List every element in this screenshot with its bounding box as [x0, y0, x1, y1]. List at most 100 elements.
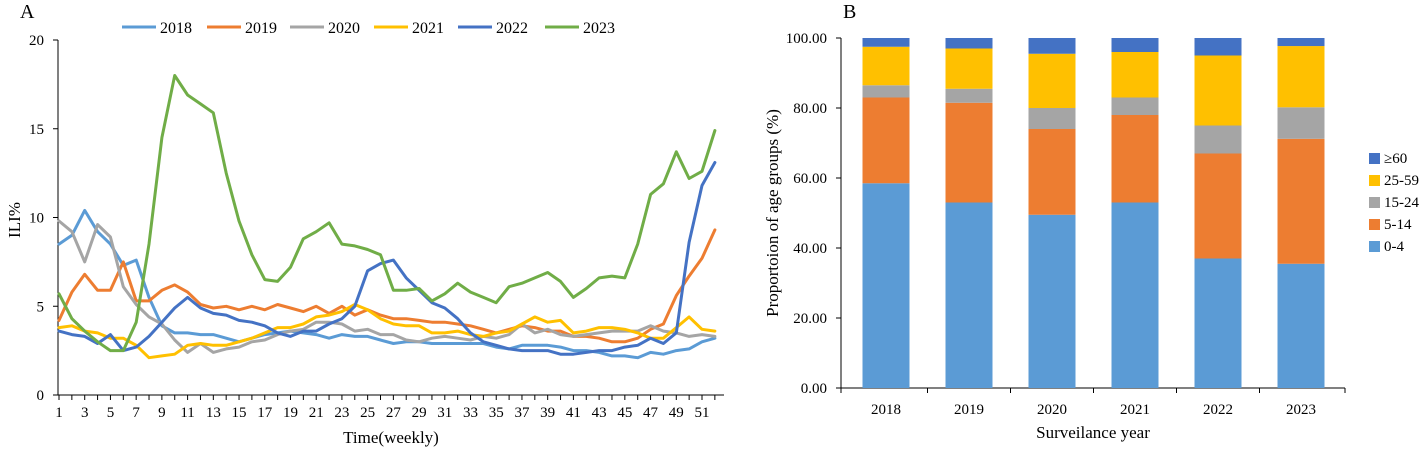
panel-a-x-tick-label: 3	[81, 405, 89, 421]
panel-a-x-tick-label: 9	[158, 405, 166, 421]
series-line-2021	[57, 303, 717, 360]
bar-segment-2018-15-24	[862, 85, 910, 98]
legend-swatch-15-24	[1369, 197, 1380, 208]
bar-segment-2018-25-59	[862, 46, 910, 86]
panel-b-axes	[840, 38, 1345, 389]
bar-segment-2023-0-4	[1277, 263, 1325, 388]
legend-label-2023: 2023	[583, 20, 615, 37]
panel-a-x-ticks: 1 3 5 7 9 11 13 15 17 19 21 23 25 27 29 31 33 35 37 39 41 43 4…	[55, 395, 716, 421]
bar-segment-2023-≥60	[1277, 38, 1325, 47]
bar-segment-2018-≥60	[862, 38, 910, 47]
panel-a-x-tick-label: 15	[232, 405, 247, 421]
bar-segment-2023-15-24	[1277, 107, 1325, 139]
panel-b-y-axis-label: Proportoion of age groups (%)	[763, 109, 782, 317]
panel-b-x-axis-label: Surveilance year	[1036, 423, 1150, 442]
legend-swatch-≥60	[1369, 153, 1380, 164]
panel-a-x-tick-label: 1	[55, 405, 63, 421]
panel-b-y-ticks: 0.00 20.00 40.00 60.00 80.00 100.00	[786, 31, 841, 397]
panel-b-x-ticks: 2018 2019 2020 2021 2022 2023	[840, 388, 1346, 418]
panel-b-x-tick-label: 2023	[1286, 402, 1316, 418]
panel-a-x-tick-label: 11	[180, 405, 194, 421]
panel-a-series	[57, 74, 717, 360]
panel-b-x-tick-label: 2019	[954, 402, 984, 418]
panel-b-label: B	[843, 1, 856, 23]
bar-segment-2020-0-4	[1028, 214, 1076, 388]
bar-segment-2023-5-14	[1277, 138, 1325, 264]
series-line-2022	[57, 161, 717, 356]
panel-a-y-tick-label: 0	[37, 388, 45, 404]
panel-a-x-tick-label: 25	[360, 405, 375, 421]
panel-b-y-tick-label: 100.00	[786, 31, 827, 47]
panel-a-x-tick-label: 49	[669, 405, 684, 421]
panel-b-x-tick-label: 2018	[871, 402, 901, 418]
panel-a-x-tick-label: 37	[514, 405, 530, 421]
legend-label-2020: 2020	[328, 20, 360, 37]
panel-b-y-tick-label: 0.00	[801, 381, 827, 397]
panel-a-x-tick-label: 51	[695, 405, 710, 421]
legend-label-2019: 2019	[245, 20, 277, 37]
bar-segment-2021-≥60	[1111, 38, 1159, 52]
panel-a-x-tick-label: 43	[592, 405, 607, 421]
panel-a-y-tick-label: 20	[29, 33, 44, 49]
series-line-2018	[57, 208, 717, 360]
panel-a-y-tick-label: 10	[29, 211, 44, 227]
bar-segment-2022-0-4	[1194, 258, 1242, 388]
legend-swatch-25-59	[1369, 175, 1380, 186]
bar-segment-2020-25-59	[1028, 53, 1076, 108]
panel-a-y-ticks: 0 5 10 15 20	[29, 33, 58, 404]
panel-b-x-tick-label: 2020	[1037, 402, 1067, 418]
panel-a-x-tick-label: 23	[334, 405, 349, 421]
panel-a-x-tick-label: 13	[206, 405, 221, 421]
bar-segment-2023-25-59	[1277, 46, 1325, 108]
legend-swatch-5-14	[1369, 219, 1380, 230]
panel-a-x-tick-label: 35	[489, 405, 504, 421]
bar-segment-2020-5-14	[1028, 129, 1076, 215]
bar-segment-2022-25-59	[1194, 55, 1242, 126]
bar-segment-2019-5-14	[945, 102, 993, 203]
legend-label-≥60: ≥60	[1384, 151, 1407, 167]
panel-a-x-tick-label: 19	[283, 405, 298, 421]
panel-a-x-tick-label: 41	[566, 405, 581, 421]
legend-label-5-14: 5-14	[1384, 217, 1412, 233]
legend-swatch-0-4	[1369, 241, 1380, 252]
panel-b-x-tick-label: 2022	[1203, 402, 1233, 418]
bar-segment-2022-5-14	[1194, 153, 1242, 259]
panel-a-x-tick-label: 7	[132, 405, 140, 421]
panel-a-legend: 2018 2019 2020 2021 2022 2023	[122, 20, 615, 37]
bar-segment-2020-15-24	[1028, 108, 1076, 129]
panel-a-x-tick-label: 33	[463, 405, 478, 421]
legend-label-0-4: 0-4	[1384, 239, 1404, 255]
bar-segment-2019-25-59	[945, 48, 993, 89]
bar-segment-2019-0-4	[945, 202, 993, 388]
panel-a-x-tick-label: 47	[643, 405, 659, 421]
panel-b-y-tick-label: 80.00	[793, 101, 827, 117]
legend-label-2018: 2018	[160, 20, 192, 37]
bar-segment-2022-≥60	[1194, 38, 1242, 56]
panel-b-bars	[862, 38, 1325, 388]
bar-segment-2019-≥60	[945, 38, 993, 49]
bar-segment-2021-0-4	[1111, 202, 1159, 388]
panel-a-x-tick-label: 39	[540, 405, 555, 421]
panel-a-x-tick-label: 31	[437, 405, 452, 421]
panel-a-x-tick-label: 27	[386, 405, 402, 421]
panel-a-y-tick-label: 5	[37, 299, 45, 315]
series-line-2020	[57, 219, 717, 354]
bar-segment-2018-5-14	[862, 97, 910, 184]
bar-segment-2019-15-24	[945, 88, 993, 103]
panel-b-y-tick-label: 60.00	[793, 171, 827, 187]
panel-a-x-tick-label: 17	[257, 405, 273, 421]
bar-segment-2022-15-24	[1194, 125, 1242, 154]
panel-b-y-tick-label: 20.00	[793, 311, 827, 327]
panel-b-y-tick-label: 40.00	[793, 241, 827, 257]
panel-b-x-tick-label: 2021	[1120, 402, 1150, 418]
panel-a-x-tick-label: 5	[107, 405, 115, 421]
panel-a-x-tick-label: 21	[309, 405, 324, 421]
series-line-2023	[57, 74, 717, 353]
legend-label-2022: 2022	[496, 20, 528, 37]
legend-label-2021: 2021	[412, 20, 444, 37]
bar-segment-2021-25-59	[1111, 52, 1159, 98]
series-line-2019	[57, 228, 717, 344]
